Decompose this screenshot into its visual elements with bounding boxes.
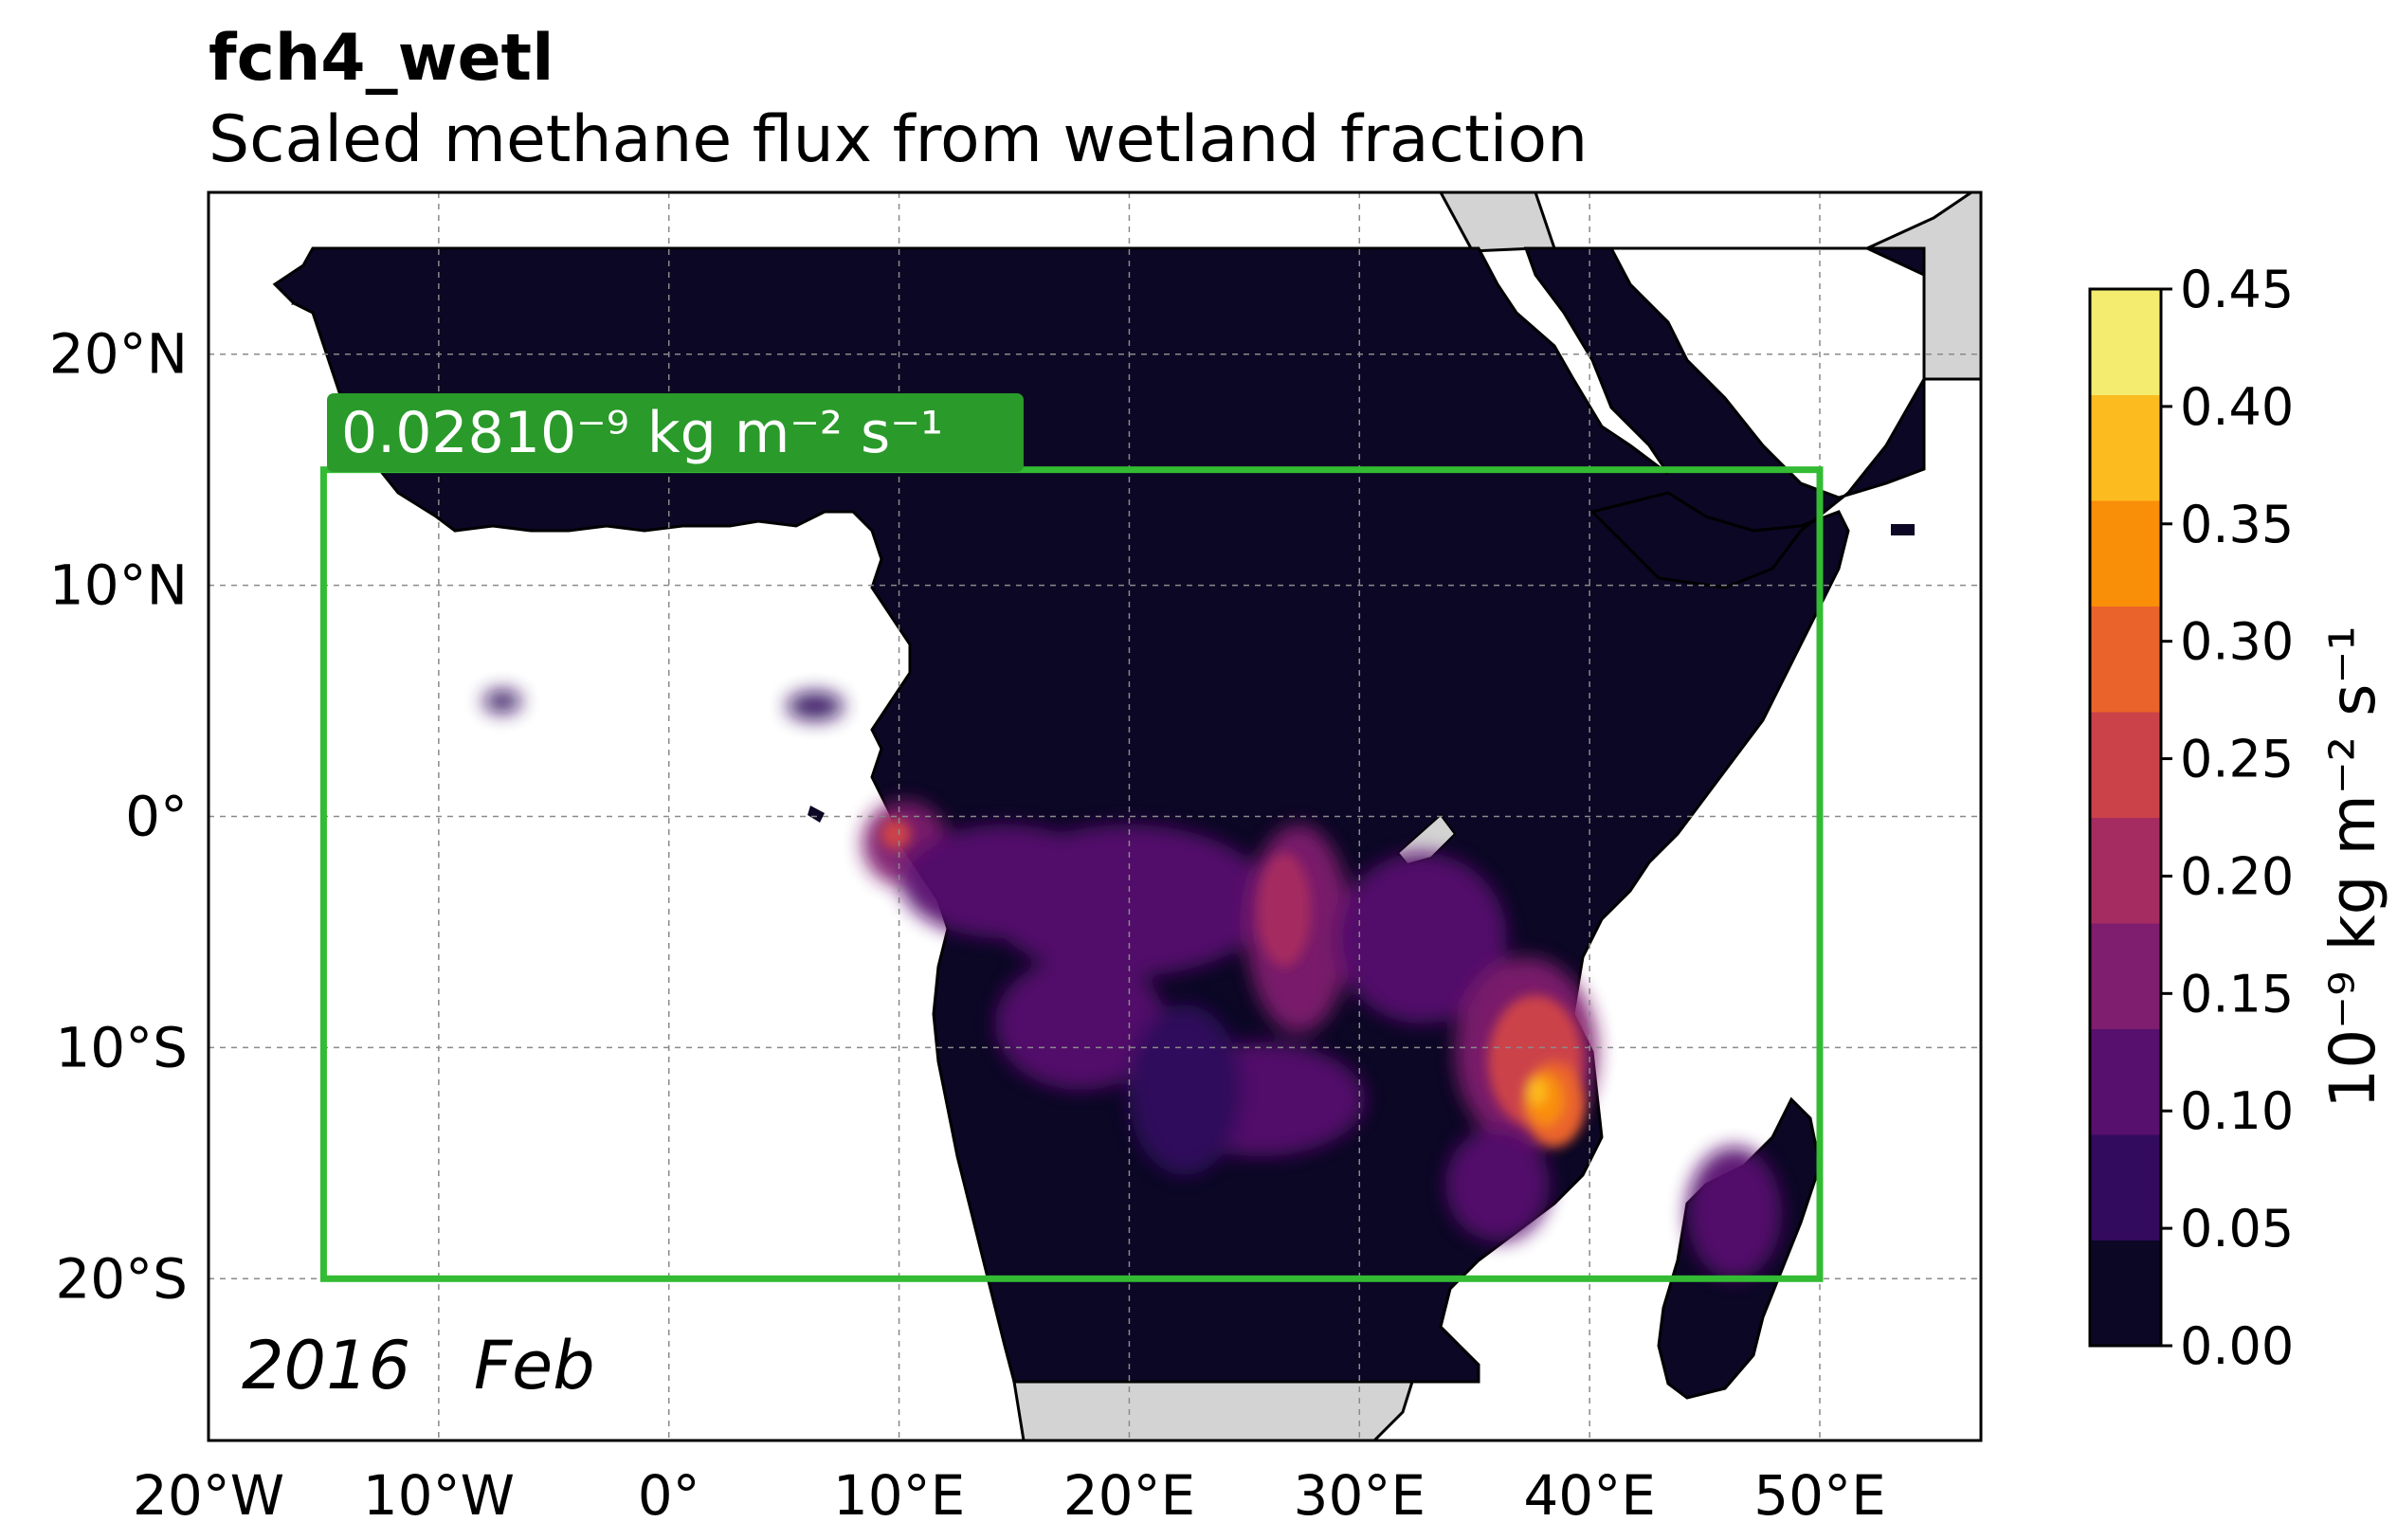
colorbar-segment — [2090, 606, 2161, 713]
lon-tick-label: 30°E — [1294, 1463, 1425, 1528]
island-socotra — [1891, 524, 1915, 535]
colorbar-tick-label: 0.05 — [2180, 1199, 2294, 1259]
colorbar-segment — [2090, 1240, 2161, 1347]
flux-region-nigeria — [787, 692, 844, 720]
flux-peak-core — [1528, 1078, 1547, 1105]
lat-tick-label: 20°N — [49, 322, 188, 387]
figure-title: fch4_wetl — [209, 21, 554, 96]
lat-tick-label: 10°N — [49, 553, 188, 618]
colorbar: 0.00 0.05 0.10 0.15 0.20 0.25 0.30 0.35 0.40 0.45 — [2088, 260, 2294, 1376]
lat-tick-label: 0° — [125, 785, 188, 849]
longitude-ticks: 20°W 10°W 0° 10°E 20°E 30°E 40°E 50°E — [133, 1463, 1886, 1528]
colorbar-frame — [2088, 287, 2163, 1348]
map-area — [209, 192, 1981, 1440]
colorbar-segment — [2090, 1134, 2161, 1241]
lat-tick-label: 10°S — [55, 1015, 188, 1079]
colorbar-segment — [2090, 394, 2161, 501]
colorbar-tick-label: 0.25 — [2180, 730, 2294, 789]
region-box — [319, 466, 1824, 1282]
colorbar-tick-label: 0.45 — [2180, 260, 2294, 319]
colorbar-tick-label: 0.20 — [2180, 846, 2294, 906]
lon-tick-label: 10°W — [363, 1463, 515, 1528]
colorbar-segment — [2090, 817, 2161, 924]
lon-tick-label: 20°W — [133, 1463, 284, 1528]
colorbar-segment — [2090, 712, 2161, 818]
lon-tick-label: 10°E — [833, 1463, 965, 1528]
flux-region-miombo — [1128, 1005, 1242, 1175]
flux-region-mozambique — [1445, 1128, 1550, 1241]
latitude-ticks: 20°N 10°N 0° 10°S 20°S — [49, 322, 188, 1312]
wetland-flux-contours — [483, 690, 1782, 1279]
colorbar-tick-label: 0.40 — [2180, 377, 2294, 437]
flux-region-madagascar — [1687, 1147, 1782, 1279]
flux-high-gabon — [881, 819, 911, 849]
flux-high-congo — [1258, 853, 1311, 967]
colorbar-segment — [2090, 289, 2161, 395]
lon-tick-label: 40°E — [1523, 1463, 1655, 1528]
date-label: 2016 Feb — [242, 1327, 595, 1404]
lon-tick-label: 20°E — [1063, 1463, 1195, 1528]
lat-tick-label: 20°S — [55, 1246, 188, 1311]
region-mean-label: 0.02810⁻⁹ kg m⁻² s⁻¹ — [341, 400, 943, 466]
island-bioko — [808, 806, 825, 823]
map-frame — [207, 190, 1983, 1442]
region-mean-badge — [327, 393, 1024, 472]
colorbar-label: 10⁻⁹ kg m⁻² s⁻¹ — [2316, 625, 2389, 1109]
flux-region-angola — [995, 957, 1166, 1090]
lon-tick-label: 0° — [638, 1463, 700, 1528]
colorbar-tick-label: 0.00 — [2180, 1316, 2294, 1376]
colorbar-segment — [2090, 923, 2161, 1029]
colorbar-tick-label: 0.30 — [2180, 612, 2294, 672]
flux-region-westafrica — [483, 690, 521, 713]
colorbar-tick-label: 0.15 — [2180, 964, 2294, 1024]
figure-subtitle: Scaled methane flux from wetland fractio… — [209, 102, 1589, 177]
masked-land-south — [1012, 1380, 1415, 1440]
colorbar-tick-label: 0.10 — [2180, 1081, 2294, 1141]
flux-region-congo-basin — [986, 824, 1270, 976]
lon-tick-label: 50°E — [1753, 1463, 1885, 1528]
colorbar-tick-label: 0.35 — [2180, 495, 2294, 554]
colorbar-segment — [2090, 500, 2161, 607]
flux-region-drc-east — [1336, 853, 1507, 1024]
colorbar-segment — [2090, 1028, 2161, 1135]
